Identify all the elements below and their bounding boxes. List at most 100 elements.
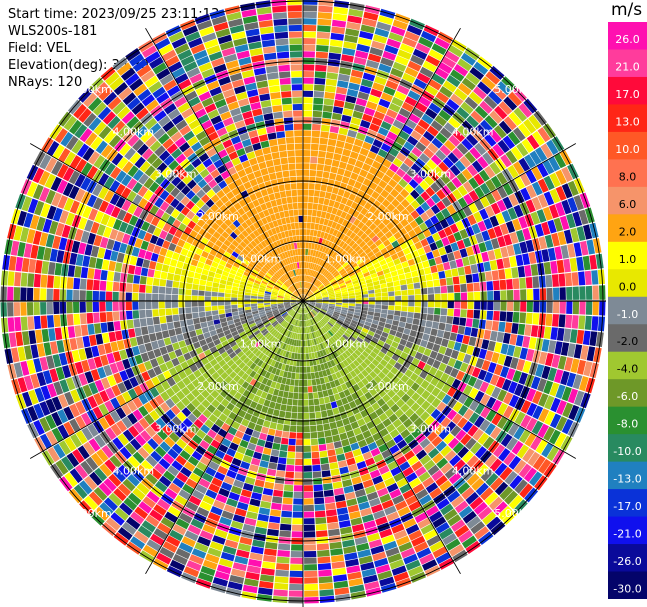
ray-gate — [17, 210, 27, 226]
ray-gate — [234, 321, 242, 327]
ray-gate — [281, 437, 289, 445]
ray-gate — [480, 291, 487, 301]
ray-gate — [226, 316, 233, 322]
ray-gate — [283, 424, 290, 432]
ray-gate — [303, 307, 305, 314]
ray-gate — [284, 384, 290, 392]
ray-gate — [442, 394, 452, 405]
ray-gate — [226, 402, 235, 411]
ray-gate — [217, 465, 228, 475]
ray-gate — [425, 273, 433, 281]
ray-gate — [534, 223, 544, 237]
ray-gate — [297, 301, 303, 303]
ray-gate — [203, 349, 212, 357]
ray-gate — [254, 479, 265, 488]
ray-gate — [237, 378, 245, 386]
ray-gate — [285, 305, 291, 309]
ray-gate — [334, 0, 350, 9]
ray-gate — [326, 248, 333, 256]
ray-gate — [444, 365, 453, 375]
ray-gate — [303, 426, 310, 433]
ray-gate — [333, 393, 341, 401]
ray-gate — [175, 548, 191, 560]
ray-gate — [49, 248, 58, 262]
ray-gate — [428, 294, 435, 301]
ray-gate — [307, 282, 310, 289]
ray-gate — [180, 248, 189, 257]
ray-gate — [326, 264, 332, 271]
ray-gate — [431, 193, 441, 204]
ray-gate — [381, 226, 390, 235]
ray-gate — [100, 354, 109, 366]
ray-gate — [349, 378, 357, 386]
ray-gate — [103, 478, 117, 492]
ray-gate — [532, 313, 540, 325]
ray-gate — [462, 421, 474, 433]
ray-gate — [88, 117, 102, 131]
ray-gate — [202, 371, 211, 380]
ray-gate — [381, 499, 394, 510]
ray-gate — [225, 312, 233, 318]
ray-gate — [532, 455, 546, 471]
ray-gate — [151, 157, 163, 169]
ray-gate — [164, 511, 178, 523]
ray-gate — [425, 108, 438, 120]
ray-gate — [55, 222, 65, 237]
ray-gate — [447, 285, 454, 293]
ray-gate — [409, 372, 419, 382]
ray-gate — [244, 427, 254, 436]
ray-gate — [317, 337, 322, 344]
ray-gate — [306, 222, 311, 229]
ray-gate — [390, 226, 399, 235]
ray-gate — [318, 274, 324, 281]
ray-gate — [225, 393, 234, 402]
ray-gate — [119, 502, 133, 516]
ray-gate — [99, 280, 107, 291]
ray-gate — [453, 341, 462, 352]
ray-gate — [162, 120, 175, 133]
ray-gate — [380, 143, 391, 153]
ray-gate — [348, 308, 355, 312]
ray-gate — [513, 204, 524, 218]
ray-gate — [535, 439, 548, 454]
ray-gate — [421, 390, 431, 400]
ray-gate — [262, 319, 269, 324]
ray-gate — [459, 317, 467, 326]
ray-gate — [441, 383, 451, 394]
ray-gate — [381, 263, 389, 270]
ray-gate — [366, 239, 374, 247]
ray-gate — [173, 321, 181, 329]
ray-gate — [21, 408, 33, 424]
ray-gate — [296, 432, 303, 439]
ray-gate — [126, 116, 140, 129]
ray-gate — [264, 291, 272, 295]
ray-gate — [317, 322, 322, 329]
ray-gate — [429, 420, 440, 431]
ray-gate — [513, 426, 525, 440]
ray-gate — [347, 178, 356, 187]
ray-gate — [355, 306, 362, 310]
ray-gate — [313, 308, 319, 313]
ray-gate — [109, 228, 119, 240]
ray-gate — [394, 305, 402, 311]
ray-gate — [274, 313, 281, 318]
ray-gate — [470, 327, 479, 338]
ray-gate — [231, 265, 239, 272]
ray-gate — [398, 541, 413, 553]
ray-gate — [332, 283, 339, 288]
ray-gate — [272, 289, 279, 293]
ray-gate — [330, 268, 337, 275]
ray-gate — [252, 409, 261, 418]
ray-gate — [313, 271, 318, 278]
ray-gate — [409, 220, 419, 229]
ray-gate — [494, 105, 508, 120]
ray-gate — [393, 434, 404, 444]
ray-gate — [406, 388, 416, 398]
ray-gate — [386, 131, 398, 141]
ray-gate — [319, 343, 325, 350]
ray-gate — [8, 255, 17, 271]
ray-gate — [427, 287, 434, 294]
ray-gate — [475, 124, 488, 138]
ray-gate — [293, 319, 297, 326]
ray-gate — [355, 294, 362, 298]
